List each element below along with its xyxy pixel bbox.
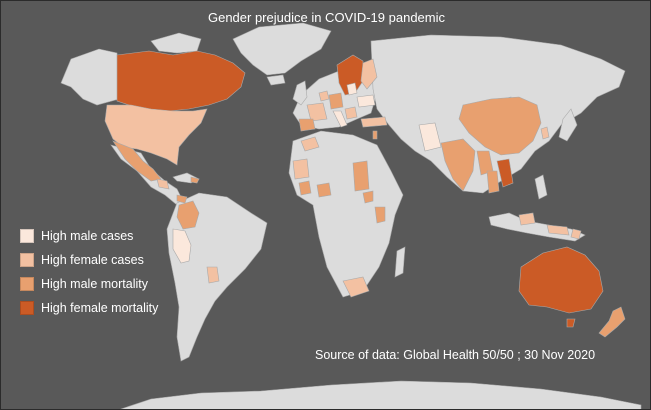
west-africa <box>298 180 312 196</box>
portugal-spain <box>298 118 316 132</box>
south-africa <box>342 276 370 298</box>
map-title: Gender prejudice in COVID-19 pandemic <box>207 10 445 25</box>
legend-swatch <box>20 229 34 243</box>
netherlands <box>318 90 330 102</box>
philippines-col <box>570 228 582 240</box>
india <box>440 138 476 192</box>
legend-item-high-female-mortality: High female mortality <box>20 296 158 320</box>
mauritania <box>292 158 310 180</box>
vietnam-laos <box>496 158 514 188</box>
peru <box>172 228 192 264</box>
africa <box>288 130 404 298</box>
dominican-republic <box>190 176 200 184</box>
legend-label: High female mortality <box>41 301 159 315</box>
antarctica <box>120 380 642 409</box>
legend-item-high-male-mortality: High male mortality <box>20 272 158 296</box>
legend-swatch <box>20 277 34 291</box>
legend-item-high-female-cases: High female cases <box>20 248 158 272</box>
thailand <box>486 170 500 194</box>
mexico <box>112 140 162 182</box>
legend-item-high-male-cases: High male cases <box>20 224 158 248</box>
china <box>458 96 542 156</box>
greenland <box>232 22 332 76</box>
indonesia <box>488 212 586 242</box>
philippines <box>534 174 548 200</box>
scandinavia <box>336 54 364 96</box>
canada <box>116 50 246 112</box>
kenya <box>374 206 386 224</box>
australia <box>518 246 604 314</box>
japan <box>558 108 578 142</box>
uk-ireland <box>292 80 308 106</box>
nigeria-region <box>316 182 332 198</box>
arctic-islands <box>150 32 202 54</box>
new-zealand <box>598 306 626 338</box>
colombia <box>176 200 200 230</box>
legend-label: High male mortality <box>41 277 148 291</box>
alaska <box>60 48 120 106</box>
sudan <box>352 160 370 192</box>
turkey <box>360 116 388 128</box>
italy <box>332 110 348 128</box>
germany <box>328 92 344 110</box>
legend-swatch <box>20 301 34 315</box>
legend-label: High male cases <box>41 229 134 243</box>
israel <box>372 130 378 140</box>
south-sudan <box>362 190 374 204</box>
finland <box>360 58 378 90</box>
guatemala <box>156 178 170 190</box>
morocco <box>300 136 320 152</box>
balkans <box>344 106 358 120</box>
madagascar <box>394 246 406 278</box>
source-note: Source of data: Global Health 50/50 ; 30… <box>315 348 596 362</box>
korea <box>540 126 550 140</box>
legend-swatch <box>20 253 34 267</box>
indonesia-part <box>546 224 570 236</box>
paraguay <box>206 266 220 284</box>
legend-label: High female cases <box>41 253 144 267</box>
tasmania <box>566 318 576 328</box>
legend: High male cases High female cases High m… <box>20 224 158 320</box>
malaysia <box>518 212 536 226</box>
ukraine <box>356 94 376 108</box>
baltics <box>346 82 358 96</box>
france <box>306 102 328 122</box>
iceland <box>266 74 286 86</box>
pakistan-iran <box>418 122 442 152</box>
